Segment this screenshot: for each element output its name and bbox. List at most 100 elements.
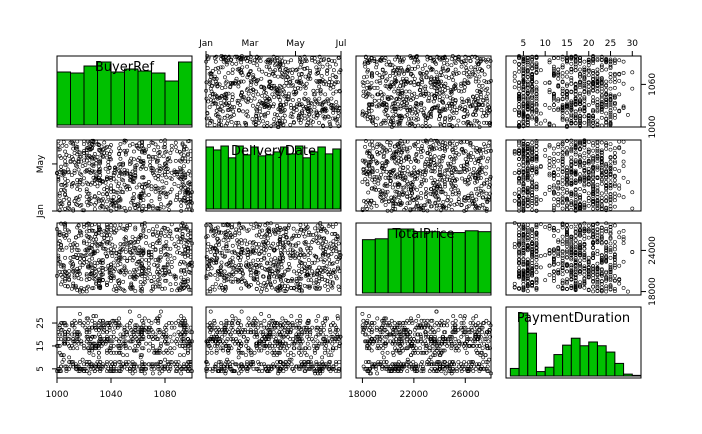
point [63, 255, 68, 260]
point [472, 166, 476, 171]
point [617, 92, 622, 97]
point [315, 88, 320, 93]
point [630, 190, 635, 195]
point [99, 144, 104, 149]
panel-BuyerRef-vs-BuyerRef: BuyerRef [56, 55, 193, 128]
point [604, 143, 609, 148]
point [230, 67, 235, 72]
point [321, 114, 326, 119]
point [334, 75, 339, 80]
point [612, 80, 617, 85]
point [242, 95, 246, 100]
point [84, 187, 89, 192]
point [78, 260, 82, 265]
point [461, 71, 466, 75]
point [248, 69, 253, 74]
hist-bar [110, 71, 125, 126]
point [240, 91, 244, 95]
point [64, 144, 69, 148]
point [226, 91, 231, 96]
point [487, 140, 492, 145]
point [429, 85, 434, 90]
point [604, 111, 609, 116]
point [525, 142, 530, 146]
point [608, 75, 613, 80]
point [164, 229, 169, 234]
point [160, 179, 165, 184]
point [530, 140, 535, 145]
point [560, 74, 565, 79]
point [317, 96, 322, 101]
point [595, 118, 600, 123]
point [287, 80, 292, 85]
point [287, 91, 291, 96]
point [456, 188, 460, 193]
point [432, 154, 437, 159]
point [133, 289, 138, 293]
point [328, 124, 333, 129]
point [374, 122, 378, 127]
point [259, 85, 264, 90]
point [419, 108, 424, 112]
point [152, 148, 157, 153]
point [565, 70, 569, 75]
point [246, 91, 251, 96]
point [109, 236, 113, 241]
point [608, 71, 613, 76]
point [240, 65, 245, 70]
point [477, 83, 481, 88]
point [186, 277, 190, 282]
point [307, 113, 311, 117]
point [301, 104, 306, 109]
point [512, 59, 517, 64]
hist-bar [137, 70, 152, 126]
point [543, 118, 548, 123]
point [484, 94, 489, 99]
point [617, 139, 622, 144]
point [298, 65, 303, 70]
point [299, 72, 304, 77]
point [372, 59, 377, 63]
point [320, 64, 325, 69]
point [304, 59, 309, 63]
point [271, 122, 276, 127]
point [176, 184, 181, 188]
point [243, 56, 248, 61]
point [172, 256, 177, 261]
point [72, 151, 77, 155]
point [229, 114, 234, 119]
point [238, 71, 243, 75]
point [290, 71, 294, 75]
point [560, 114, 565, 119]
point [111, 260, 116, 265]
point [317, 54, 322, 59]
point [150, 206, 155, 211]
point [399, 113, 403, 118]
point [617, 58, 622, 63]
point [455, 123, 459, 128]
point [291, 106, 296, 111]
point [392, 84, 396, 89]
point [303, 91, 308, 96]
point [273, 256, 277, 261]
point [132, 192, 136, 196]
point [365, 80, 370, 85]
point [543, 103, 548, 107]
point [621, 195, 626, 200]
point [385, 189, 390, 194]
variable-label: BuyerRef [95, 60, 155, 75]
point [234, 61, 239, 66]
point [216, 66, 221, 70]
point [453, 191, 458, 196]
point [512, 78, 517, 83]
point [481, 155, 486, 160]
point [299, 109, 304, 114]
point [144, 235, 149, 239]
point [582, 81, 587, 86]
point [441, 200, 446, 204]
point [310, 56, 314, 61]
point [437, 155, 442, 160]
point [229, 81, 233, 85]
point [254, 111, 259, 116]
point [137, 182, 142, 187]
